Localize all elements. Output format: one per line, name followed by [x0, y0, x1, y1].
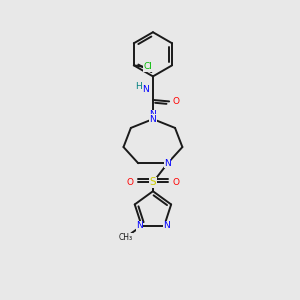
Text: S: S: [150, 177, 156, 188]
Text: H: H: [135, 82, 142, 91]
Text: N: N: [142, 85, 149, 94]
Text: O: O: [172, 178, 179, 187]
Text: CH₃: CH₃: [118, 233, 133, 242]
Text: N: N: [136, 221, 143, 230]
Text: N: N: [150, 110, 156, 119]
Text: N: N: [163, 221, 170, 230]
Text: N: N: [164, 159, 171, 168]
Text: O: O: [172, 97, 179, 106]
Text: O: O: [127, 178, 134, 187]
Text: Cl: Cl: [144, 62, 153, 71]
Text: N: N: [150, 115, 156, 124]
